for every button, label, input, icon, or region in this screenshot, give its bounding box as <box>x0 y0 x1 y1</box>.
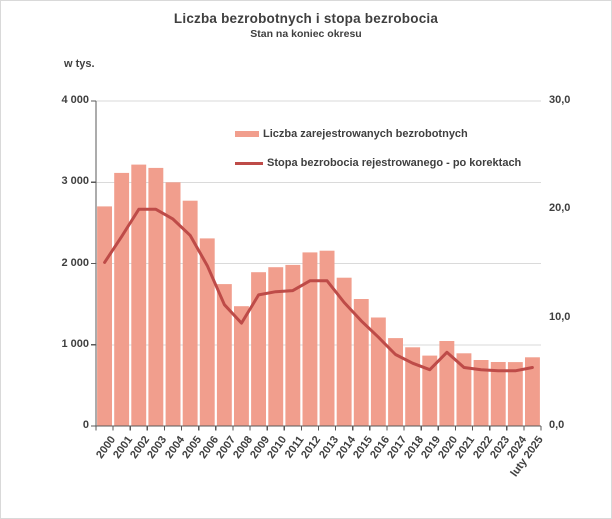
bar <box>525 357 540 426</box>
legend: Liczba zarejestrowanych bezrobotnych Sto… <box>235 126 521 184</box>
secondary-axis-tick-label: 10,0 <box>549 310 571 323</box>
bar <box>473 360 489 426</box>
bar <box>97 206 112 426</box>
y-axis-tick-label: 4 000 <box>61 94 89 106</box>
bar <box>148 167 164 426</box>
bar <box>370 317 386 426</box>
y-axis-tick-label: 0 <box>82 419 89 431</box>
bar <box>199 238 215 426</box>
bar <box>336 277 352 426</box>
bar <box>216 284 232 426</box>
bar-series-swatch <box>235 131 259 137</box>
bar <box>131 164 147 426</box>
bar <box>285 264 301 426</box>
legend-item-line: Stopa bezrobocia rejestrowanego - po kor… <box>235 155 521 171</box>
y-axis-tick-label: 1 000 <box>61 337 89 350</box>
bar <box>251 272 266 426</box>
rate-line <box>103 207 534 373</box>
secondary-axis-tick-label: 30,0 <box>549 94 571 106</box>
bar <box>319 250 335 426</box>
line-series-label: Stopa bezrobocia rejestrowanego - po kor… <box>267 157 522 169</box>
bar <box>165 182 181 427</box>
bar <box>114 172 130 426</box>
chart-subtitle: Stan na koniec okresu <box>250 28 362 40</box>
bar <box>405 347 421 426</box>
secondary-axis-tick-label: 20,0 <box>549 202 571 215</box>
bar-series-label: Liczba zarejestrowanych bezrobotnych <box>263 128 468 140</box>
bar <box>268 267 284 426</box>
legend-item-bars: Liczba zarejestrowanych bezrobotnych <box>235 126 521 142</box>
bar <box>490 362 506 426</box>
bar <box>388 338 403 426</box>
y-axis-tick-label: 3 000 <box>61 175 89 188</box>
bar <box>422 355 438 426</box>
bar <box>439 341 455 426</box>
secondary-axis-tick-label: 0,0 <box>549 419 565 431</box>
bar <box>456 353 472 426</box>
line-series-swatch <box>235 161 263 165</box>
bar <box>507 362 523 426</box>
bar <box>302 252 318 426</box>
y-axis-tick-label: 2 000 <box>61 256 89 269</box>
chart-title: Liczba bezrobotnych i stopa bezrobocia <box>173 11 439 26</box>
bar <box>182 200 198 426</box>
left-axis-unit-label: w tys. <box>64 58 95 70</box>
bar <box>353 299 369 426</box>
bar <box>234 306 249 426</box>
